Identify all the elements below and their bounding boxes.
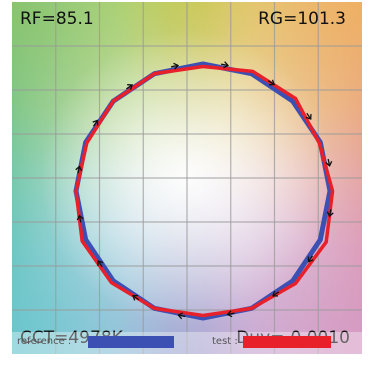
hue-bin-arrow xyxy=(306,112,312,120)
grid-lines xyxy=(12,2,362,354)
hue-bin-arrowhead xyxy=(92,119,99,126)
hue-bin-arrow xyxy=(327,158,331,166)
hue-bin-arrow xyxy=(125,84,133,90)
hue-bin-arrow xyxy=(220,63,229,67)
hue-bin-arrowhead xyxy=(305,114,312,120)
hue-bin-arrowhead xyxy=(132,294,139,301)
hue-bin-arrow xyxy=(178,314,186,318)
hue-bin-arrowhead xyxy=(97,260,104,267)
hue-bin-arrowhead xyxy=(226,310,233,318)
hue-bin-arrowhead xyxy=(177,312,184,320)
hue-bin-arrowhead xyxy=(326,211,334,218)
hue-bin-arrows xyxy=(75,61,334,320)
hue-bin-arrow xyxy=(227,312,235,316)
color-vector-graphic: RF=85.1 RG=101.3 CCT=4978K Duv=-0.0010 r… xyxy=(12,2,362,354)
hue-bin-arrow xyxy=(328,209,332,217)
legend-test-label: test : xyxy=(212,336,238,347)
hue-bin-arrow xyxy=(78,215,82,223)
legend-test-swatch xyxy=(243,336,331,348)
test-polygon xyxy=(74,64,335,318)
hue-bin-arrow xyxy=(92,120,98,127)
legend-reference-swatch xyxy=(88,336,174,348)
hue-bin-arrow xyxy=(267,80,275,86)
hue-bin-arrow xyxy=(171,64,179,68)
hue-bin-arrow xyxy=(132,295,140,301)
rg-value: RG=101.3 xyxy=(258,9,346,29)
hue-bin-arrow xyxy=(272,291,280,297)
hue-bin-arrow xyxy=(77,166,81,174)
hue-bin-arrowhead xyxy=(76,214,84,221)
hue-bin-arrowhead xyxy=(269,79,276,86)
hue-bin-arrowhead xyxy=(127,84,134,90)
rf-value: RF=85.1 xyxy=(20,9,94,29)
hue-bin-arrowhead xyxy=(75,165,83,172)
hue-bin-arrowhead xyxy=(307,256,314,263)
legend: reference : test : xyxy=(12,332,362,354)
plot-area xyxy=(12,2,362,354)
hue-bin-arrowhead xyxy=(223,61,230,69)
hue-bin-arrow xyxy=(97,260,103,268)
hue-bin-arrow xyxy=(308,255,314,262)
hue-bin-arrowhead xyxy=(173,62,180,70)
hue-bin-arrowhead xyxy=(325,161,333,167)
legend-reference-label: reference : xyxy=(17,336,72,347)
hue-bin-arrowhead xyxy=(272,290,279,297)
